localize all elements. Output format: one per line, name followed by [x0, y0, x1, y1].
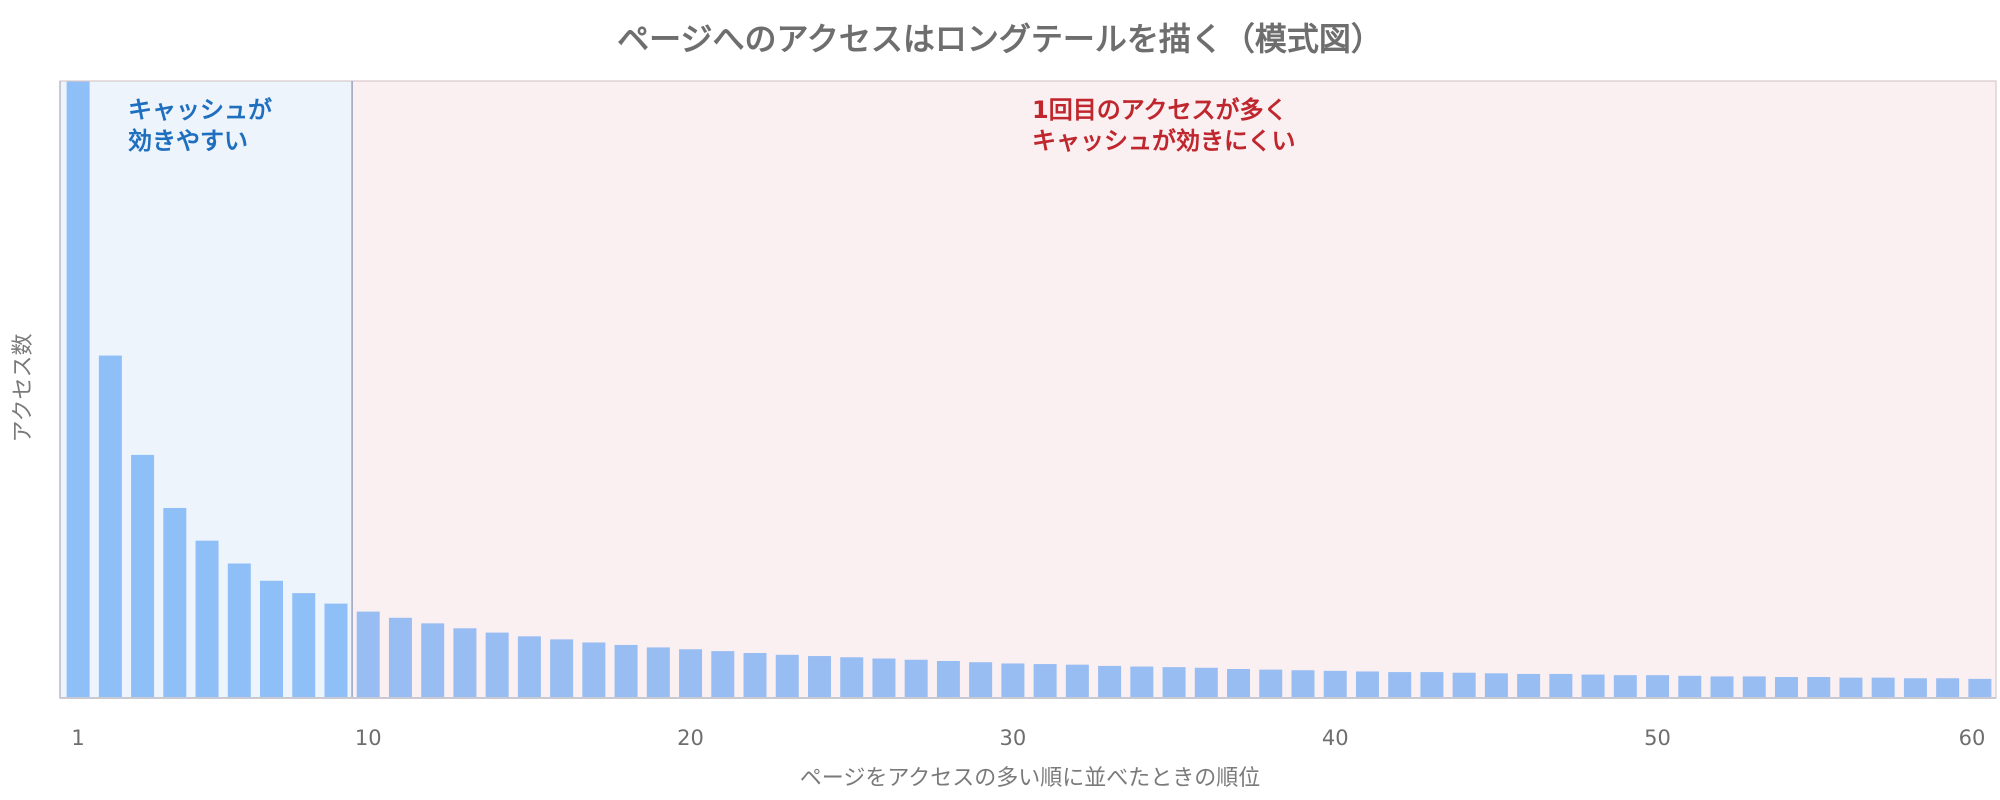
bar-rank-5 — [195, 540, 219, 698]
bar-rank-14 — [485, 632, 509, 698]
annotations: キャッシュが 効きやすい 1回目のアクセスが多く キャッシュが効きにくい — [128, 96, 1296, 155]
x-tick-40: 40 — [1322, 726, 1349, 750]
regions — [60, 81, 1997, 698]
bar-rank-44 — [1452, 672, 1476, 698]
bar-rank-38 — [1259, 669, 1283, 698]
bar-rank-30 — [1001, 663, 1025, 698]
bar-rank-34 — [1130, 666, 1154, 698]
bar-rank-2 — [98, 355, 122, 698]
bar-rank-39 — [1291, 670, 1315, 698]
bar-rank-25 — [840, 657, 864, 698]
bar-rank-36 — [1194, 667, 1218, 698]
x-tick-10: 10 — [355, 726, 382, 750]
bar-rank-40 — [1323, 670, 1347, 698]
bar-rank-11 — [388, 617, 412, 698]
bar-rank-26 — [872, 658, 896, 698]
bar-rank-57 — [1871, 677, 1895, 698]
bar-rank-49 — [1613, 675, 1637, 698]
bar-rank-4 — [163, 507, 187, 698]
bar-rank-52 — [1710, 676, 1734, 698]
bar-rank-43 — [1420, 672, 1444, 698]
bar-rank-45 — [1484, 673, 1508, 698]
bar-rank-59 — [1936, 678, 1960, 698]
bar-rank-28 — [936, 660, 960, 698]
bar-rank-15 — [517, 636, 541, 698]
bar-rank-16 — [550, 639, 574, 698]
head-annotation-line1: キャッシュが — [128, 96, 272, 124]
bar-rank-31 — [1033, 664, 1057, 698]
bar-rank-60 — [1968, 678, 1992, 698]
x-tick-60: 60 — [1959, 726, 1986, 750]
x-tick-50: 50 — [1644, 726, 1671, 750]
bar-rank-12 — [421, 623, 445, 698]
bar-rank-41 — [1355, 671, 1379, 698]
bar-rank-20 — [679, 649, 703, 698]
bar-rank-29 — [969, 662, 993, 698]
bar-rank-35 — [1162, 667, 1186, 698]
bar-rank-24 — [807, 656, 831, 698]
bar-rank-7 — [260, 580, 284, 698]
bar-rank-47 — [1549, 673, 1573, 698]
bar-rank-3 — [131, 454, 155, 698]
region-tail — [352, 81, 1997, 698]
plot-frame — [59, 80, 1997, 699]
x-axis-title: ページをアクセスの多い順に並べたときの順位 — [800, 766, 1260, 791]
bar-rank-55 — [1807, 677, 1831, 698]
bar-rank-1 — [66, 81, 90, 698]
bar-rank-46 — [1517, 673, 1541, 698]
bar-rank-50 — [1646, 675, 1670, 698]
bar-rank-13 — [453, 628, 477, 698]
bar-rank-42 — [1388, 672, 1412, 698]
y-axis-title: アクセス数 — [11, 334, 36, 443]
bar-rank-51 — [1678, 675, 1702, 698]
bar-rank-21 — [711, 651, 735, 698]
x-tick-30: 30 — [1000, 726, 1027, 750]
bar-rank-23 — [775, 654, 799, 698]
bar-rank-17 — [582, 642, 606, 698]
bar-rank-6 — [227, 563, 251, 698]
head-annotation-line2: 効きやすい — [128, 127, 248, 155]
bar-rank-22 — [743, 652, 767, 698]
bar-rank-37 — [1227, 669, 1251, 698]
tail-annotation-line1: 1回目のアクセスが多く — [1032, 96, 1288, 124]
bar-rank-56 — [1839, 677, 1863, 698]
x-tick-20: 20 — [677, 726, 704, 750]
bar-rank-19 — [646, 647, 670, 698]
bar-rank-53 — [1742, 676, 1766, 698]
bar-rank-18 — [614, 644, 638, 698]
bar-rank-8 — [292, 593, 316, 698]
bar-rank-9 — [324, 603, 348, 698]
tail-annotation-line2: キャッシュが効きにくい — [1032, 127, 1296, 155]
bars — [66, 81, 1992, 698]
bar-rank-10 — [356, 611, 380, 698]
x-tick-1: 1 — [71, 726, 84, 750]
chart-title: ページへのアクセスはロングテールを描く（模式図） — [617, 20, 1383, 58]
bar-rank-54 — [1774, 677, 1798, 698]
bar-rank-33 — [1098, 665, 1122, 698]
bar-rank-58 — [1903, 678, 1927, 698]
x-tick-labels: 1 10 20 30 40 50 60 — [71, 726, 1985, 750]
bar-rank-32 — [1065, 664, 1089, 698]
bar-rank-27 — [904, 659, 928, 698]
bar-rank-48 — [1581, 674, 1605, 698]
